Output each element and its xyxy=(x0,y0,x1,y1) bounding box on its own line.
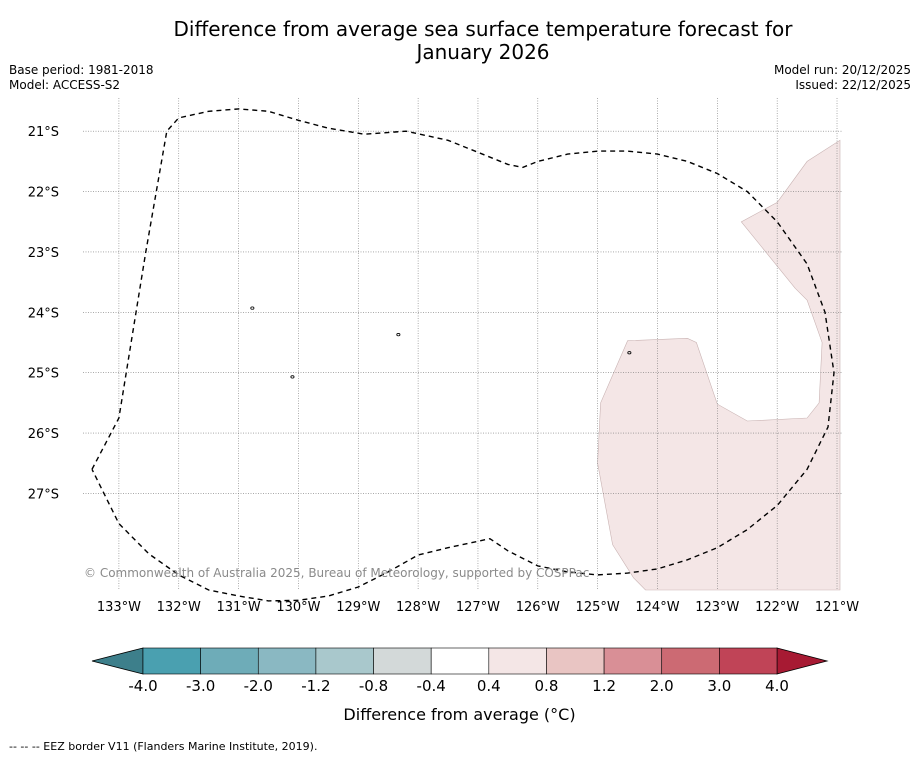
longitude-label: 126°W xyxy=(516,600,560,615)
longitude-label: 124°W xyxy=(635,600,679,615)
colorbar-tick-label: 1.2 xyxy=(592,677,616,695)
colorbar-over-arrow xyxy=(776,647,829,675)
colorbar-tick-label: -0.8 xyxy=(359,677,388,695)
graticule xyxy=(83,98,843,590)
colorbar-bin xyxy=(430,647,490,675)
island-layer xyxy=(250,306,632,379)
colorbar-tick-label: -4.0 xyxy=(128,677,157,695)
longitude-label: 129°W xyxy=(336,600,380,615)
issued-date: Issued: 22/12/2025 xyxy=(795,78,911,92)
longitude-label: 122°W xyxy=(755,600,799,615)
latitude-labels: 21°S 22°S 23°S 24°S 25°S 26°S 27°S xyxy=(28,125,59,502)
colorbar-bin xyxy=(142,647,201,675)
meta-left: Base period: 1981-2018 Model: ACCESS-S2 xyxy=(9,63,154,93)
longitude-label: 130°W xyxy=(276,600,320,615)
eez-border xyxy=(91,108,835,602)
colorbar-bin xyxy=(719,647,778,675)
colorbar-under-arrow xyxy=(91,647,144,675)
model-run: Model run: 20/12/2025 xyxy=(773,63,911,77)
colorbar-tick-label: -1.2 xyxy=(301,677,330,695)
longitude-label: 125°W xyxy=(576,600,620,615)
colorbar-tick-label: 2.0 xyxy=(650,677,674,695)
latitude-label: 27°S xyxy=(28,487,59,502)
colorbar-bin xyxy=(661,647,720,675)
colorbar-bin xyxy=(200,647,259,675)
latitude-label: 24°S xyxy=(28,306,59,321)
colorbar-label: Difference from average (°C) xyxy=(0,705,919,724)
colorbar-tick-label: 3.0 xyxy=(707,677,731,695)
latitude-label: 26°S xyxy=(28,427,59,442)
colorbar-bin xyxy=(488,647,547,675)
latitude-label: 23°S xyxy=(28,246,59,261)
longitude-label: 127°W xyxy=(456,600,500,615)
colorbar-tick-label: -3.0 xyxy=(186,677,215,695)
model-name: Model: ACCESS-S2 xyxy=(9,78,121,92)
longitude-label: 123°W xyxy=(695,600,739,615)
latitude-label: 21°S xyxy=(28,125,59,140)
chart-title: Difference from average sea surface temp… xyxy=(0,18,919,64)
island-d xyxy=(627,351,632,355)
island-b xyxy=(396,333,401,337)
longitude-label: 128°W xyxy=(396,600,440,615)
title-line-2: January 2026 xyxy=(416,40,550,64)
colorbar-tick-label: -2.0 xyxy=(244,677,273,695)
colorbar-bin xyxy=(603,647,663,675)
colorbar-bin xyxy=(315,647,374,675)
latitude-label: 22°S xyxy=(28,186,59,201)
latitude-label: 25°S xyxy=(28,367,59,382)
eez-legend-footer: -- -- -- EEZ border V11 (Flanders Marine… xyxy=(9,740,318,753)
copyright-notice: © Commonwealth of Australia 2025, Bureau… xyxy=(84,566,589,580)
longitude-label: 132°W xyxy=(157,600,201,615)
longitude-label: 121°W xyxy=(815,600,859,615)
east-warm-region xyxy=(597,139,841,591)
colorbar-bin xyxy=(373,647,432,675)
colorbar-tick-label: 0.4 xyxy=(477,677,501,695)
map-figure: © Commonwealth of Australia 2025, Bureau… xyxy=(28,98,859,695)
colorbar: -4.0 -3.0 -2.0 -1.2 -0.8 -0.4 0.4 0.8 1.2 2.0 3.0 4… xyxy=(91,647,829,695)
island-c xyxy=(290,375,295,379)
colorbar-tick-label: 0.8 xyxy=(535,677,559,695)
longitude-label: 133°W xyxy=(97,600,141,615)
title-line-1: Difference from average sea surface temp… xyxy=(173,17,793,41)
colorbar-label-text: Difference from average (°C) xyxy=(343,705,576,724)
colorbar-tick-label: -0.4 xyxy=(417,677,446,695)
colorbar-tick-label: 4.0 xyxy=(765,677,789,695)
longitude-label: 131°W xyxy=(217,600,261,615)
base-period: Base period: 1981-2018 xyxy=(9,63,154,77)
island-a xyxy=(250,306,255,310)
colorbar-bin xyxy=(257,647,317,675)
colorbar-bin xyxy=(546,647,605,675)
longitude-labels: 133°W 132°W 131°W 130°W 129°W 128°W 127°W 126°W… xyxy=(97,600,859,615)
meta-right: Model run: 20/12/2025 Issued: 22/12/2025 xyxy=(774,63,911,93)
anomaly-layer xyxy=(597,139,841,591)
